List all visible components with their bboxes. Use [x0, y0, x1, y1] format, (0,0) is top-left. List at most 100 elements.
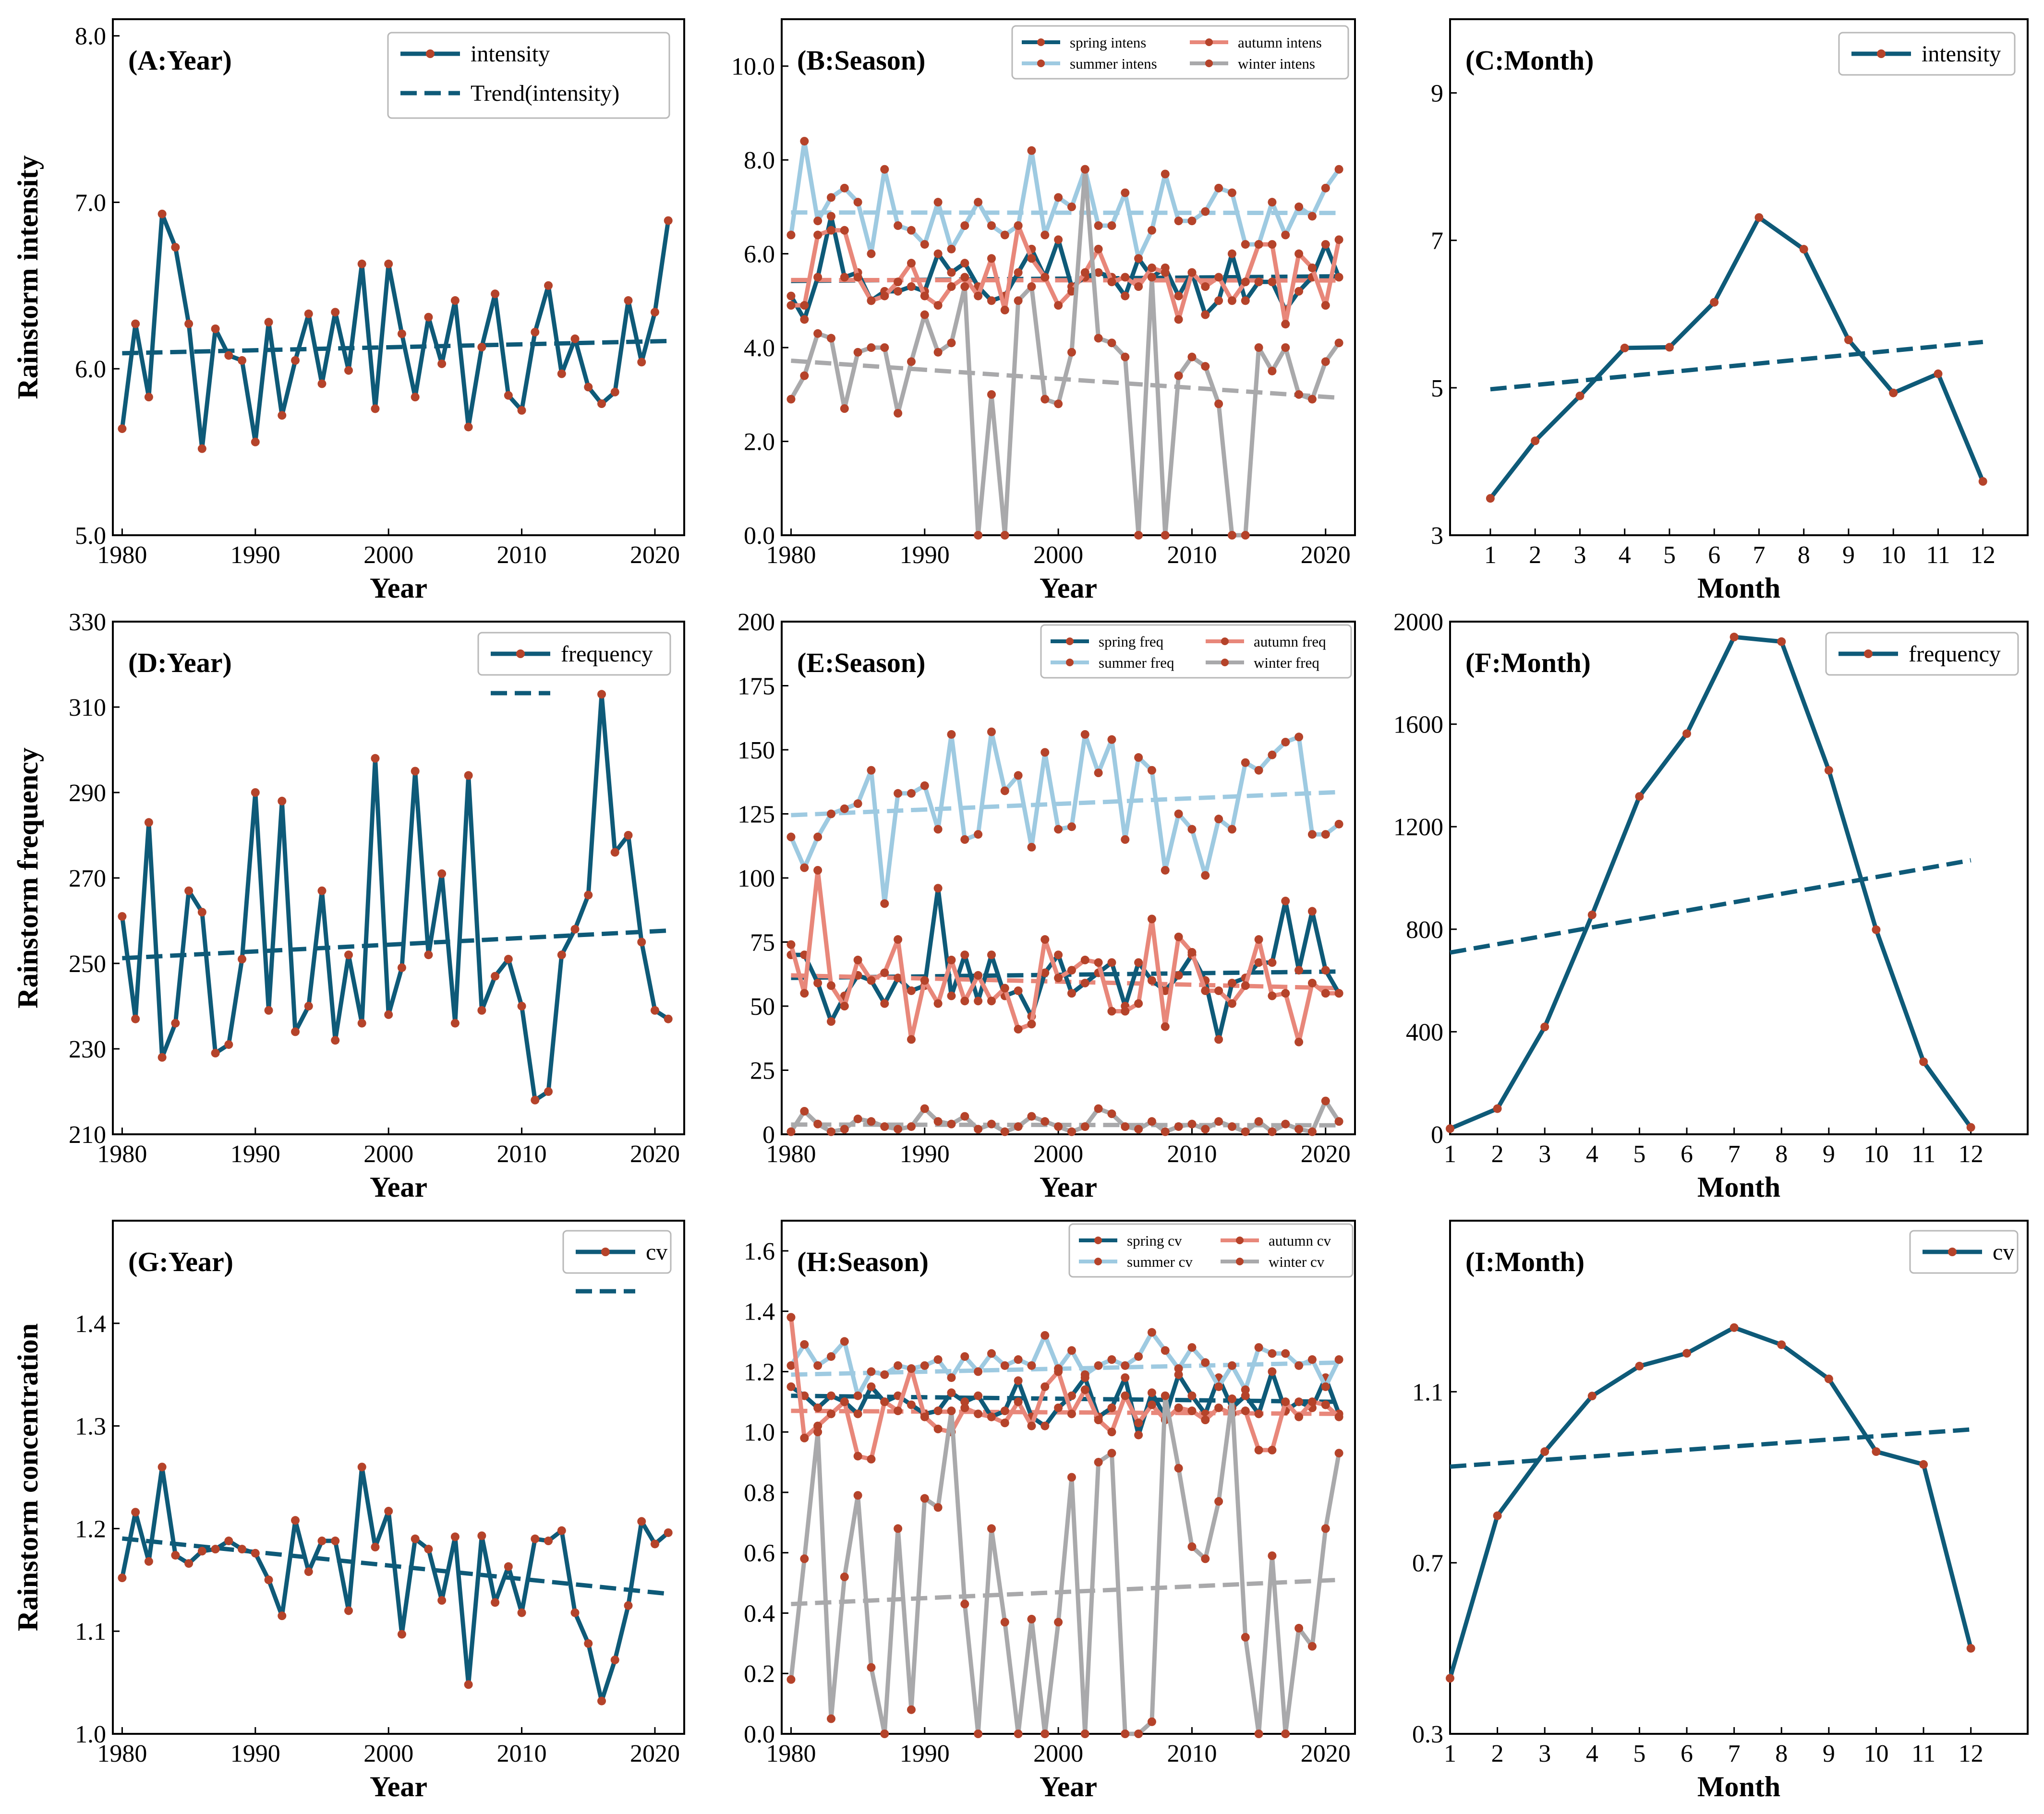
- data-point: [1214, 1382, 1223, 1391]
- data-point: [1241, 758, 1250, 767]
- data-point: [880, 1370, 889, 1379]
- data-point: [1799, 245, 1808, 254]
- data-point: [131, 319, 140, 328]
- data-point: [987, 1349, 996, 1358]
- data-point: [1187, 1119, 1197, 1129]
- x-tick-label: 2010: [497, 1141, 547, 1168]
- data-point: [1027, 282, 1036, 291]
- data-point: [1121, 1007, 1130, 1016]
- data-point: [987, 296, 996, 305]
- data-point: [491, 972, 500, 981]
- data-point: [411, 1534, 420, 1543]
- panel-a: 1980 1990 2000 2010 2020 5.0 6.0 7.0 8.0 Year Rain…: [12, 18, 685, 604]
- data-point: [291, 1516, 300, 1525]
- data-point: [987, 1524, 996, 1533]
- data-point: [1161, 1346, 1170, 1355]
- data-point: [960, 1112, 969, 1121]
- data-point: [197, 908, 206, 917]
- data-point: [1227, 531, 1236, 540]
- data-point: [947, 991, 956, 1000]
- data-point: [1978, 477, 1987, 486]
- data-point: [1014, 986, 1023, 995]
- data-point: [840, 226, 849, 235]
- x-tick-label: 9: [1842, 541, 1855, 569]
- data-point: [504, 391, 513, 400]
- legend: intensity Trend(intensity): [387, 32, 670, 119]
- data-point: [1307, 395, 1317, 404]
- data-point: [1014, 1355, 1023, 1364]
- x-tick-label: 7: [1728, 1141, 1741, 1168]
- data-point: [584, 383, 593, 392]
- legend-label: frequency: [561, 641, 653, 667]
- legend-label: autumn cv: [1269, 1232, 1331, 1249]
- data-point: [544, 1087, 553, 1096]
- data-point: [1067, 1127, 1076, 1136]
- data-point: [840, 1002, 849, 1010]
- data-point: [1294, 390, 1304, 399]
- data-point: [424, 950, 433, 960]
- data-point: [786, 395, 796, 404]
- data-point: [1187, 1542, 1197, 1551]
- data-point: [813, 216, 822, 226]
- data-point: [933, 1355, 943, 1364]
- data-point: [1824, 766, 1833, 775]
- data-point: [610, 387, 619, 396]
- data-point: [1054, 1367, 1063, 1376]
- data-point: [437, 359, 447, 368]
- data-point: [1321, 1382, 1330, 1391]
- data-point: [1307, 1642, 1317, 1651]
- data-point: [224, 351, 233, 360]
- data-point: [384, 259, 393, 268]
- data-point: [1134, 1418, 1143, 1428]
- data-point: [1000, 984, 1009, 993]
- data-point: [1067, 202, 1076, 211]
- data-point: [544, 1537, 553, 1546]
- data-point: [1174, 371, 1183, 380]
- data-point: [1000, 1418, 1009, 1428]
- data-point: [517, 1002, 526, 1010]
- y-tick-label: 3: [1431, 522, 1443, 550]
- data-point: [1174, 216, 1183, 226]
- data-point: [144, 818, 153, 827]
- data-point: [597, 690, 606, 699]
- data-point: [491, 1598, 500, 1607]
- x-axis-label: Year: [370, 1171, 427, 1203]
- data-point: [1268, 1349, 1277, 1358]
- data-point: [118, 424, 127, 433]
- data-point: [1919, 1057, 1928, 1066]
- data-point: [437, 1596, 447, 1605]
- data-point: [894, 1406, 903, 1416]
- data-point: [570, 1608, 580, 1617]
- x-tick-label: 2000: [363, 1141, 413, 1168]
- data-point: [853, 273, 862, 282]
- data-point: [1080, 978, 1089, 987]
- data-point: [1214, 1403, 1223, 1412]
- data-point: [1254, 343, 1263, 352]
- data-point: [960, 1599, 969, 1609]
- data-point: [1493, 1104, 1502, 1113]
- data-point: [650, 1539, 659, 1549]
- data-point: [1174, 1370, 1183, 1379]
- data-point: [131, 1508, 140, 1517]
- data-point: [826, 1127, 835, 1136]
- data-point: [424, 1545, 433, 1554]
- data-point: [1281, 1730, 1290, 1738]
- y-tick-label: 0.2: [744, 1660, 775, 1688]
- data-point: [1214, 399, 1223, 408]
- data-point: [867, 343, 876, 352]
- data-point: [1134, 1730, 1143, 1738]
- x-tick-label: 12: [1971, 541, 1996, 569]
- data-point: [251, 788, 260, 797]
- data-point: [1187, 1406, 1197, 1416]
- data-point: [974, 971, 983, 980]
- data-point: [974, 531, 983, 540]
- data-point: [1281, 230, 1290, 240]
- data-point: [1107, 1007, 1116, 1016]
- trend-line-winter: [791, 1122, 1339, 1128]
- data-point: [624, 296, 633, 305]
- data-point: [826, 226, 835, 235]
- data-point: [786, 1313, 796, 1322]
- data-point: [1227, 1122, 1236, 1131]
- data-point: [1334, 1355, 1343, 1364]
